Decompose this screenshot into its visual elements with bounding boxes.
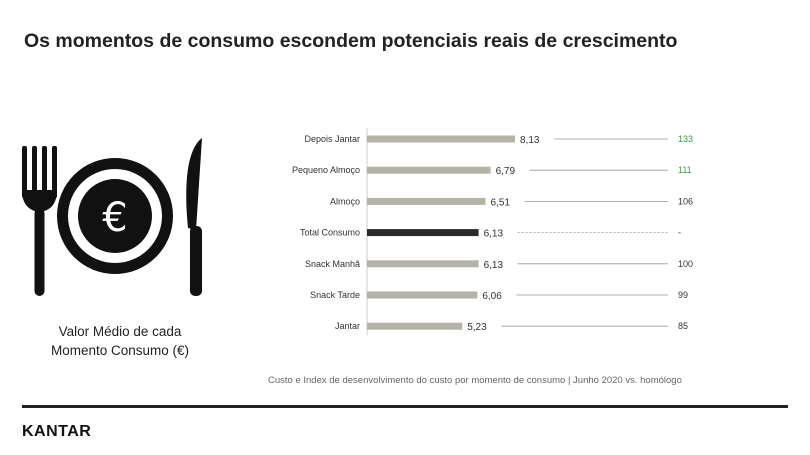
category-label: Total Consumo <box>300 228 360 238</box>
index-label: 85 <box>678 321 688 331</box>
index-label: 111 <box>678 165 692 175</box>
bar <box>367 166 491 174</box>
knife-icon <box>186 138 202 296</box>
value-label: 6,13 <box>484 229 504 240</box>
value-label: 6,06 <box>482 291 502 302</box>
chart-caption: Valor Médio de cada Momento Consumo (€) <box>20 322 220 360</box>
fork-icon <box>22 146 57 296</box>
plate-icon: € <box>57 158 173 274</box>
caption-line-2: Momento Consumo (€) <box>50 343 190 358</box>
value-label: 6,79 <box>496 166 516 177</box>
kantar-logo: KANTAR <box>22 423 92 440</box>
source-note: Custo e Index de desenvolvimento do cust… <box>268 375 682 386</box>
bar <box>367 291 478 299</box>
value-label: 8,13 <box>520 135 540 146</box>
value-label: 6,51 <box>491 197 511 208</box>
footer-divider <box>22 405 788 408</box>
category-label: Almoço <box>330 196 360 206</box>
value-label: 6,13 <box>484 260 504 271</box>
caption-line-1: Valor Médio de cada <box>58 324 182 339</box>
index-label: 133 <box>678 134 693 144</box>
index-label: - <box>678 228 681 238</box>
category-label: Pequeno Almoço <box>292 165 360 175</box>
category-label: Depois Jantar <box>304 134 360 144</box>
index-label: 100 <box>678 259 693 269</box>
value-label: 5,23 <box>467 322 487 333</box>
fork-plate-knife-icon: € <box>18 138 218 302</box>
category-label: Jantar <box>335 321 360 331</box>
euro-icon: € <box>102 195 127 241</box>
category-label: Snack Tarde <box>310 290 360 300</box>
index-label: 106 <box>678 196 693 206</box>
category-label: Snack Manhã <box>305 259 360 269</box>
bar <box>367 229 479 237</box>
bar <box>367 322 463 330</box>
bar <box>367 135 515 143</box>
index-label: 99 <box>678 290 688 300</box>
bar <box>367 197 486 205</box>
bar <box>367 260 479 268</box>
page-title: Os momentos de consumo escondem potencia… <box>24 30 678 52</box>
